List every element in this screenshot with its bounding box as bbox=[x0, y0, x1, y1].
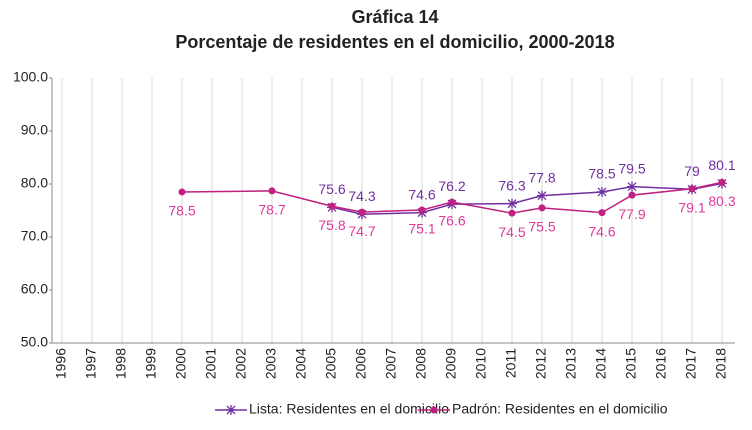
x-tick-label: 2015 bbox=[623, 348, 639, 379]
marker bbox=[538, 204, 546, 212]
x-tick-label: 2000 bbox=[173, 348, 189, 379]
legend-label: Padrón: Residentes en el domicilio bbox=[452, 401, 668, 417]
chart-subtitle: Porcentaje de residentes en el domicilio… bbox=[175, 32, 614, 52]
y-tick-label: 90.0 bbox=[21, 122, 48, 138]
chart-title: Gráfica 14 bbox=[351, 7, 438, 27]
marker bbox=[418, 206, 426, 214]
data-label: 80.3 bbox=[708, 193, 735, 209]
x-tick-label: 2017 bbox=[683, 348, 699, 379]
x-tick-label: 2008 bbox=[413, 348, 429, 379]
data-label: 75.8 bbox=[318, 217, 345, 233]
y-tick-label: 60.0 bbox=[21, 281, 48, 297]
y-tick-label: 80.0 bbox=[21, 175, 48, 191]
data-label: 77.9 bbox=[618, 206, 645, 222]
data-label: 76.2 bbox=[438, 178, 465, 194]
y-tick-label: 100.0 bbox=[13, 69, 48, 85]
x-tick-label: 2012 bbox=[533, 348, 549, 379]
marker bbox=[627, 181, 637, 192]
x-tick-label: 2001 bbox=[203, 348, 219, 379]
data-label: 75.1 bbox=[408, 221, 435, 237]
marker bbox=[688, 185, 696, 193]
data-label: 75.6 bbox=[318, 181, 345, 197]
series-line bbox=[331, 182, 723, 215]
data-label: 78.5 bbox=[168, 203, 195, 219]
marker bbox=[358, 208, 366, 216]
series-line bbox=[181, 181, 723, 214]
marker bbox=[430, 406, 438, 414]
x-tick-label: 2003 bbox=[263, 348, 279, 379]
x-tick-label: 1996 bbox=[53, 348, 69, 379]
data-label: 76.6 bbox=[438, 213, 465, 229]
marker bbox=[328, 202, 336, 210]
x-tick-label: 2014 bbox=[593, 348, 609, 379]
x-tick-label: 2005 bbox=[323, 348, 339, 379]
x-tick-label: 2013 bbox=[563, 348, 579, 379]
marker bbox=[718, 178, 726, 186]
marker bbox=[268, 187, 276, 195]
marker bbox=[507, 198, 517, 209]
x-tick-label: 2016 bbox=[653, 348, 669, 379]
data-label: 74.5 bbox=[498, 224, 525, 240]
data-label: 78.5 bbox=[588, 166, 615, 182]
marker bbox=[448, 198, 456, 206]
marker bbox=[628, 191, 636, 199]
data-label: 80.1 bbox=[708, 157, 735, 173]
x-tick-label: 2010 bbox=[473, 348, 489, 379]
data-label: 78.7 bbox=[258, 202, 285, 218]
y-tick-label: 70.0 bbox=[21, 228, 48, 244]
x-tick-label: 2007 bbox=[383, 348, 399, 379]
x-tick-label: 2004 bbox=[293, 348, 309, 379]
data-label: 79 bbox=[684, 163, 700, 179]
x-tick-label: 2002 bbox=[233, 348, 249, 379]
x-tick-label: 1999 bbox=[143, 348, 159, 379]
data-label: 74.6 bbox=[588, 223, 615, 239]
x-tick-label: 1998 bbox=[113, 348, 129, 379]
data-label: 77.8 bbox=[528, 169, 555, 185]
x-tick-label: 2018 bbox=[713, 348, 729, 379]
marker bbox=[178, 188, 186, 196]
legend-label: Lista: Residentes en el domicilio bbox=[249, 401, 449, 417]
x-tick-label: 2009 bbox=[443, 348, 459, 379]
data-label: 79.1 bbox=[678, 199, 705, 215]
data-label: 74.7 bbox=[348, 223, 375, 239]
marker bbox=[537, 190, 547, 201]
marker bbox=[508, 209, 516, 217]
data-label: 74.6 bbox=[408, 186, 435, 202]
marker bbox=[597, 186, 607, 197]
marker bbox=[598, 209, 606, 217]
data-label: 74.3 bbox=[348, 188, 375, 204]
x-tick-label: 1997 bbox=[83, 348, 99, 379]
data-label: 76.3 bbox=[498, 177, 525, 193]
data-label: 75.5 bbox=[528, 219, 555, 235]
y-tick-label: 50.0 bbox=[21, 334, 48, 350]
marker bbox=[226, 405, 236, 415]
data-label: 79.5 bbox=[618, 160, 645, 176]
x-tick-label: 2011 bbox=[503, 348, 519, 378]
x-tick-label: 2006 bbox=[353, 348, 369, 379]
